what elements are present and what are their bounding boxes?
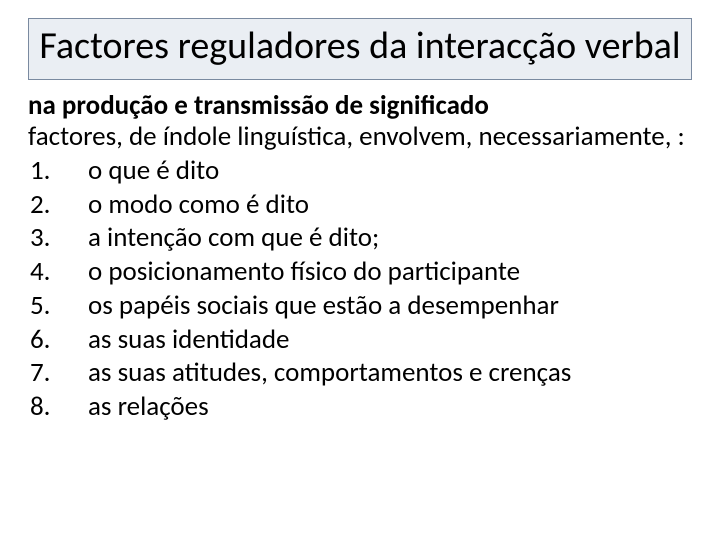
list-item: 8. as relações bbox=[28, 390, 692, 424]
list-item: 6. as suas identidade bbox=[28, 323, 692, 357]
list-item: 7. as suas atitudes, comportamentos e cr… bbox=[28, 356, 692, 390]
slide-content: na produção e transmissão de significado… bbox=[28, 90, 692, 424]
slide-title: Factores reguladores da interacção verba… bbox=[39, 25, 681, 69]
list-number: 5. bbox=[28, 289, 88, 323]
list-number: 3. bbox=[28, 221, 88, 255]
lead-regular-line: factores, de índole linguística, envolve… bbox=[28, 121, 692, 152]
list-item: 2. o modo como é dito bbox=[28, 188, 692, 222]
slide-title-box: Factores reguladores da interacção verba… bbox=[28, 18, 692, 80]
list-text: o posicionamento físico do participante bbox=[88, 255, 692, 289]
list-item: 1. o que é dito bbox=[28, 154, 692, 188]
list-item: 4. o posicionamento físico do participan… bbox=[28, 255, 692, 289]
list-number: 8. bbox=[28, 390, 88, 424]
list-number: 6. bbox=[28, 323, 88, 357]
list-text: o modo como é dito bbox=[88, 188, 692, 222]
lead-bold-line: na produção e transmissão de significado bbox=[28, 90, 692, 121]
list-text: a intenção com que é dito; bbox=[88, 221, 692, 255]
list-text: as suas atitudes, comportamentos e crenç… bbox=[88, 356, 692, 390]
numbered-list: 1. o que é dito 2. o modo como é dito 3.… bbox=[28, 154, 692, 424]
list-item: 3. a intenção com que é dito; bbox=[28, 221, 692, 255]
list-text: as suas identidade bbox=[88, 323, 692, 357]
list-number: 1. bbox=[28, 154, 88, 188]
list-number: 7. bbox=[28, 356, 88, 390]
list-item: 5. os papéis sociais que estão a desempe… bbox=[28, 289, 692, 323]
list-text: as relações bbox=[88, 390, 692, 424]
list-number: 2. bbox=[28, 188, 88, 222]
list-text: o que é dito bbox=[88, 154, 692, 188]
list-text: os papéis sociais que estão a desempenha… bbox=[88, 289, 692, 323]
list-number: 4. bbox=[28, 255, 88, 289]
